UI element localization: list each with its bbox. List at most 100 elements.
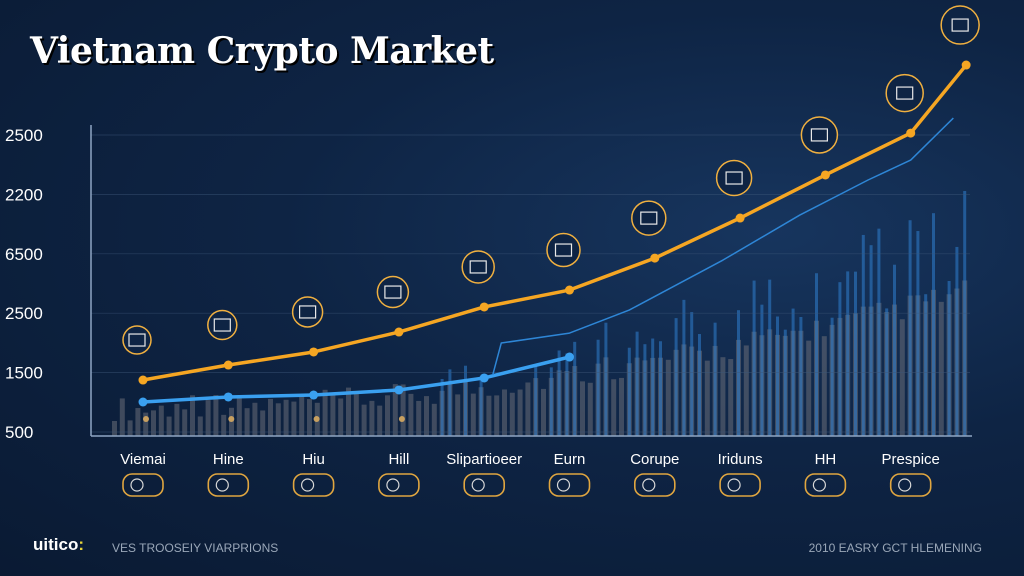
background-bar [307,399,312,436]
data-point [223,392,233,402]
background-bar [565,353,569,436]
background-bar [846,271,850,436]
background-bar [596,339,600,436]
crypto-coin-icon [715,159,753,197]
logo-accent: : [78,535,85,554]
background-bar [174,403,180,436]
background-bar [299,394,305,436]
y-tick-label: 2500 [5,126,43,145]
background-bar [821,336,827,436]
background-bar [291,401,297,436]
category-icon [301,478,315,492]
background-bar [635,331,639,436]
crypto-coin-icon [122,325,152,355]
crypto-coin-icon [213,318,231,332]
x-axis-labels: Viemai Hine Hiu Hill Slipartioeer Eurn Corupe I… [120,451,940,497]
data-point [479,302,489,312]
y-tick-label: 1500 [5,364,43,383]
background-bar [665,359,671,436]
background-bar [338,398,344,436]
background-bar [838,282,842,436]
y-tick-label: 2500 [5,304,43,323]
background-bar [534,364,538,436]
background-bar [955,246,959,436]
crypto-coin-icon [546,232,581,268]
category-icon [378,473,420,497]
background-bar [330,393,336,436]
category-icon [898,478,912,492]
category-icon [727,478,741,492]
logo: uitico: [33,535,84,555]
category-icon [804,473,847,497]
category-icon [471,478,485,492]
background-bar [268,398,273,436]
background-bar [869,245,873,436]
background-bar [385,395,390,436]
background-bar [283,399,289,436]
background-bar [704,360,710,436]
crypto-coin-icon [896,86,914,100]
category-icon [719,473,761,497]
background-bar [361,404,367,436]
data-point [138,397,148,407]
y-axis-ticks: 500 1500 2500 6500 2200 2500 [5,126,43,442]
series-line [142,63,968,382]
category-icon [889,473,932,497]
background-bar [455,394,461,436]
background-bar [893,264,896,436]
data-point [309,347,319,357]
background-bar [938,301,944,436]
background-bar [916,231,920,436]
logo-text: uitico [33,535,79,554]
background-bar [135,408,141,436]
x-tick-label: Iriduns [718,451,763,468]
background-bar [190,395,195,436]
background-bar [143,412,149,436]
background-bar [369,400,375,436]
x-tick-label: Viemai [120,451,166,468]
data-point [138,375,148,385]
background-bar [166,416,172,436]
background-bar [720,357,726,436]
background-bar [377,405,383,436]
crypto-coin-icon [554,243,573,257]
background-bar [830,317,834,436]
x-tick-label: Eurn [554,451,586,468]
background-bar [861,234,865,436]
crypto-coin-icon [384,285,402,299]
category-icon [642,478,656,492]
marker-dot [313,416,320,422]
category-icon [292,473,335,497]
background-bar [643,344,647,436]
background-bar [119,398,125,436]
crypto-coin-icon [940,5,980,45]
background-bar [517,389,523,436]
background-bar [158,405,164,436]
crypto-coin-icon [128,333,146,347]
background-bar [690,312,694,436]
background-bar [752,280,756,436]
crypto-coin-icon [469,260,487,274]
background-bar [776,316,779,436]
x-tick-label: Prespice [882,451,940,468]
series-line [142,355,570,404]
background-bar [221,414,227,436]
x-tick-label: Hine [213,451,244,468]
category-icon [812,478,827,492]
data-point [961,60,971,70]
background-bar [651,338,655,436]
data-point [820,170,830,180]
data-point [735,213,745,223]
crypto-coin-icon [800,116,839,154]
footer-left-text: VES TROOSEIY VIARPRIONS [112,541,279,555]
background-bar [924,294,928,436]
background-bar [509,392,515,436]
background-bar [353,393,359,436]
y-tick-label: 2200 [5,185,43,204]
background-bar [502,389,507,436]
category-icon [548,473,591,497]
background-bar [799,317,803,436]
marker-dot [228,416,235,422]
background-bar [899,319,905,436]
